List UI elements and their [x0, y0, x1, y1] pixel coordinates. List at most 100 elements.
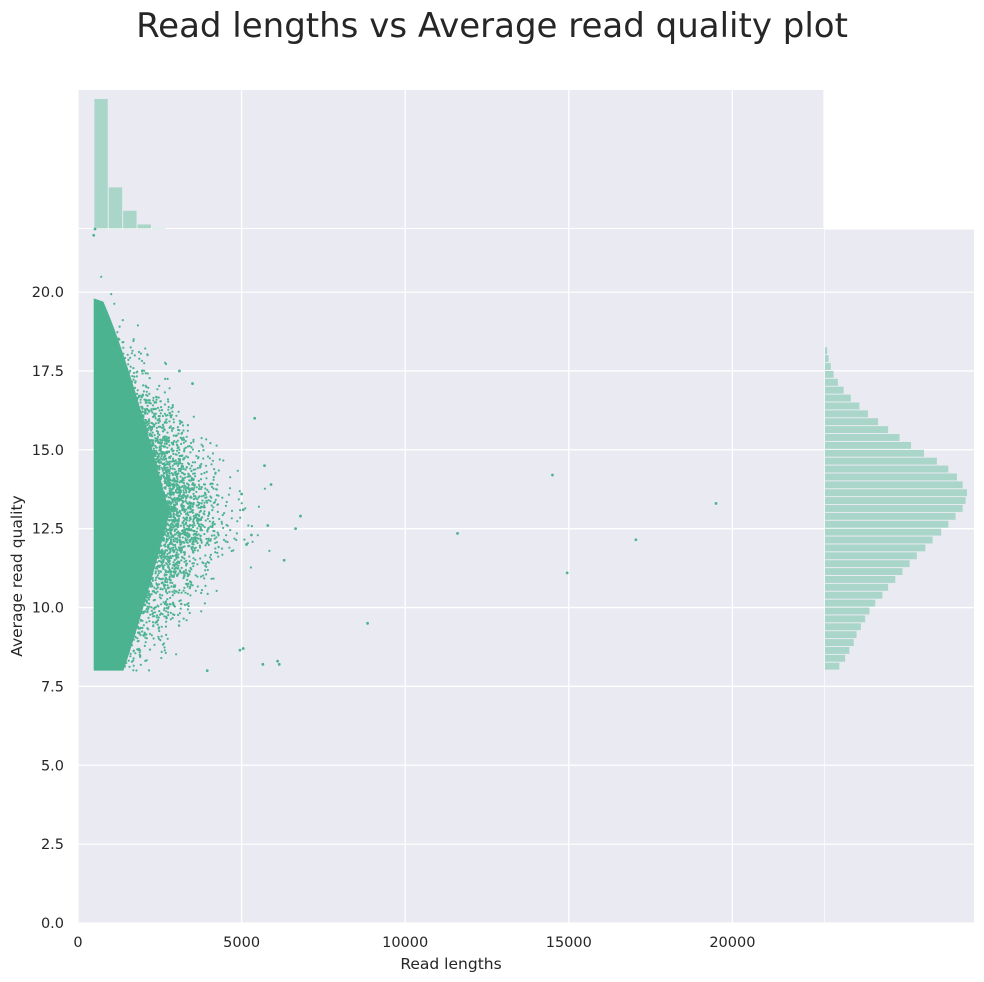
read-point: [172, 526, 175, 529]
read-point: [183, 450, 186, 453]
read-point: [205, 438, 208, 441]
read-point: [127, 659, 130, 662]
read-point: [196, 563, 199, 566]
read-point: [175, 531, 179, 534]
read-point: [139, 627, 142, 630]
read-point: [156, 552, 159, 555]
read-point: [130, 644, 134, 647]
read-point: [200, 495, 203, 498]
read-point: [200, 523, 203, 526]
read-point: [181, 536, 184, 539]
read-point: [185, 466, 188, 469]
read-point: [132, 629, 135, 632]
outlier-point: [92, 233, 96, 237]
read-point: [186, 494, 189, 497]
read-point: [186, 524, 189, 527]
read-point: [204, 562, 208, 565]
main-plot-panel: [77, 227, 824, 924]
read-point: [170, 448, 173, 451]
read-point: [147, 441, 150, 444]
read-point: [159, 438, 162, 441]
read-point: [199, 534, 202, 537]
read-point: [165, 562, 168, 565]
read-point: [212, 478, 215, 481]
quality-histogram-bar: [825, 528, 942, 536]
read-point: [185, 435, 188, 438]
read-point: [167, 485, 170, 488]
read-point: [195, 504, 198, 507]
read-point: [158, 538, 161, 541]
read-point: [145, 621, 148, 624]
read-point: [157, 455, 160, 458]
read-point: [230, 509, 234, 512]
read-point: [139, 401, 142, 404]
read-point: [156, 526, 159, 530]
read-point: [154, 483, 158, 486]
read-point: [136, 614, 139, 617]
read-point: [203, 504, 206, 507]
read-point: [158, 409, 161, 412]
read-point: [224, 540, 227, 543]
read-point: [186, 424, 189, 427]
read-point: [177, 553, 180, 556]
read-point: [247, 524, 250, 527]
read-point: [168, 510, 171, 513]
read-point: [168, 578, 171, 581]
read-point: [139, 419, 142, 422]
read-point: [130, 352, 133, 355]
y-axis-ticks: 0.0 2.5 5.0 7.5 10.0 12.5 15.0 17.5 20.0: [32, 285, 64, 932]
read-point: [150, 553, 153, 556]
read-point: [171, 507, 174, 510]
read-point: [146, 427, 149, 430]
read-point: [128, 665, 131, 668]
read-point: [184, 488, 187, 491]
read-point: [166, 584, 169, 587]
read-point: [196, 522, 199, 525]
read-point: [184, 571, 187, 574]
read-point: [156, 498, 160, 501]
read-point: [186, 541, 189, 544]
read-point: [156, 466, 159, 469]
read-point: [154, 579, 157, 582]
quality-histogram-bar: [825, 363, 831, 370]
read-point: [163, 495, 166, 498]
read-point: [173, 549, 176, 552]
quality-histogram-bar: [825, 599, 876, 607]
read-point: [194, 540, 197, 543]
read-point: [154, 474, 157, 477]
read-point: [210, 577, 213, 580]
read-point: [220, 547, 224, 550]
read-point: [163, 500, 167, 503]
outlier-point: [294, 527, 297, 531]
read-point: [147, 563, 150, 566]
read-point: [159, 457, 162, 460]
read-point: [141, 433, 144, 436]
read-point: [144, 424, 147, 427]
read-point: [166, 598, 169, 601]
read-point: [145, 455, 148, 458]
read-point: [195, 534, 198, 537]
read-point: [177, 518, 180, 521]
read-point: [192, 498, 196, 501]
read-point: [148, 648, 152, 651]
read-point: [217, 545, 220, 549]
read-point: [156, 507, 160, 510]
read-point: [209, 553, 212, 557]
read-point: [206, 517, 209, 520]
read-point: [147, 628, 150, 631]
read-point: [186, 512, 189, 516]
read-point: [168, 469, 171, 472]
read-point: [190, 568, 193, 571]
read-point: [172, 484, 175, 487]
read-point: [177, 490, 181, 493]
read-point: [166, 446, 169, 449]
read-point: [154, 570, 157, 573]
read-point: [216, 510, 219, 513]
read-point: [205, 496, 208, 499]
read-point: [189, 475, 192, 478]
read-point: [206, 592, 209, 596]
read-point: [150, 559, 153, 563]
read-point: [158, 415, 161, 418]
read-point: [149, 448, 152, 451]
read-point: [155, 470, 158, 473]
